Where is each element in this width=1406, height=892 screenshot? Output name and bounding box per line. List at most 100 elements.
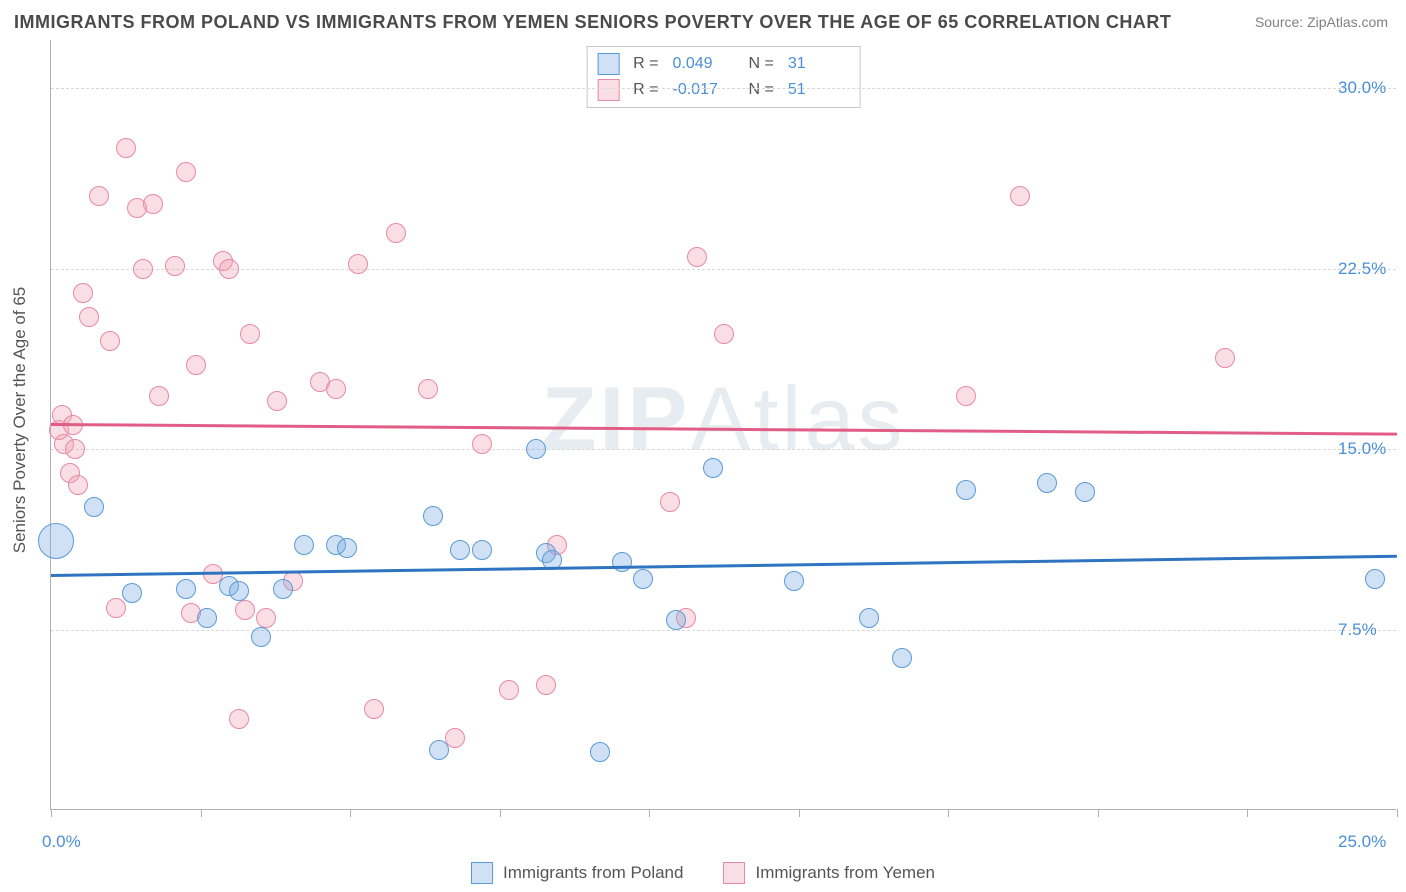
data-point-poland [1075,482,1095,502]
data-point-poland [229,581,249,601]
data-point-poland [38,523,74,559]
data-point-poland [294,535,314,555]
gridline-h [51,449,1396,450]
r-value-yemen: -0.017 [673,81,735,99]
legend-item-poland: Immigrants from Poland [471,862,683,884]
data-point-yemen [364,699,384,719]
data-point-yemen [660,492,680,512]
data-point-poland [703,458,723,478]
data-point-yemen [235,600,255,620]
data-point-poland [612,552,632,572]
data-point-poland [526,439,546,459]
x-tick [799,809,800,817]
data-point-poland [1037,473,1057,493]
data-point-poland [859,608,879,628]
data-point-yemen [1010,186,1030,206]
x-tick [1397,809,1398,817]
watermark-zip: ZIP [541,369,690,469]
data-point-yemen [536,675,556,695]
x-tick [500,809,501,817]
y-axis-label: Seniors Poverty Over the Age of 65 [10,287,30,553]
swatch-yemen [597,79,619,101]
data-point-yemen [267,391,287,411]
data-point-yemen [79,307,99,327]
swatch-yemen-bottom [723,862,745,884]
data-point-yemen [714,324,734,344]
data-point-yemen [1215,348,1235,368]
data-point-poland [84,497,104,517]
data-point-yemen [229,709,249,729]
data-point-poland [892,648,912,668]
watermark-atlas: Atlas [690,369,905,469]
data-point-yemen [687,247,707,267]
y-tick-label: 15.0% [1338,439,1386,459]
data-point-yemen [956,386,976,406]
watermark: ZIPAtlas [541,368,905,471]
y-tick-label: 30.0% [1338,78,1386,98]
data-point-yemen [133,259,153,279]
data-point-yemen [445,728,465,748]
legend-stats-row-yemen: R = -0.017 N = 51 [597,77,850,103]
r-label: R = [633,81,658,99]
x-tick [1098,809,1099,817]
y-tick-label: 22.5% [1338,259,1386,279]
n-value-yemen: 51 [788,81,850,99]
legend-item-yemen: Immigrants from Yemen [723,862,935,884]
legend-label-poland: Immigrants from Poland [503,863,683,883]
legend-stats-row-poland: R = 0.049 N = 31 [597,51,850,77]
data-point-yemen [186,355,206,375]
data-point-yemen [143,194,163,214]
data-point-yemen [472,434,492,454]
data-point-poland [956,480,976,500]
n-value-poland: 31 [788,55,850,73]
data-point-poland [122,583,142,603]
data-point-poland [423,506,443,526]
data-point-poland [251,627,271,647]
data-point-yemen [68,475,88,495]
x-tick [350,809,351,817]
gridline-h [51,269,1396,270]
data-point-yemen [65,439,85,459]
data-point-yemen [106,598,126,618]
data-point-poland [197,608,217,628]
bottom-legend: Immigrants from Poland Immigrants from Y… [471,862,935,884]
trend-line-yemen [51,423,1397,436]
r-value-poland: 0.049 [673,55,735,73]
y-tick-label: 7.5% [1338,620,1377,640]
data-point-yemen [326,379,346,399]
data-point-poland [429,740,449,760]
data-point-yemen [100,331,120,351]
data-point-poland [784,571,804,591]
data-point-poland [450,540,470,560]
data-point-poland [337,538,357,558]
data-point-yemen [240,324,260,344]
x-tick [1247,809,1248,817]
data-point-poland [633,569,653,589]
swatch-poland [597,53,619,75]
n-label: N = [749,55,774,73]
n-label: N = [749,81,774,99]
data-point-yemen [176,162,196,182]
data-point-yemen [73,283,93,303]
x-tick [51,809,52,817]
data-point-yemen [116,138,136,158]
data-point-poland [472,540,492,560]
source-label: Source: ZipAtlas.com [1255,14,1388,30]
data-point-yemen [386,223,406,243]
x-tick-label: 0.0% [42,832,81,852]
x-tick [201,809,202,817]
data-point-poland [1365,569,1385,589]
data-point-poland [590,742,610,762]
data-point-yemen [149,386,169,406]
x-tick [948,809,949,817]
gridline-h [51,88,1396,89]
data-point-yemen [165,256,185,276]
swatch-poland-bottom [471,862,493,884]
plot-area: ZIPAtlas R = 0.049 N = 31 R = -0.017 N =… [50,40,1396,810]
data-point-yemen [348,254,368,274]
data-point-yemen [89,186,109,206]
data-point-yemen [219,259,239,279]
x-tick-label: 25.0% [1338,832,1386,852]
data-point-poland [666,610,686,630]
data-point-yemen [499,680,519,700]
